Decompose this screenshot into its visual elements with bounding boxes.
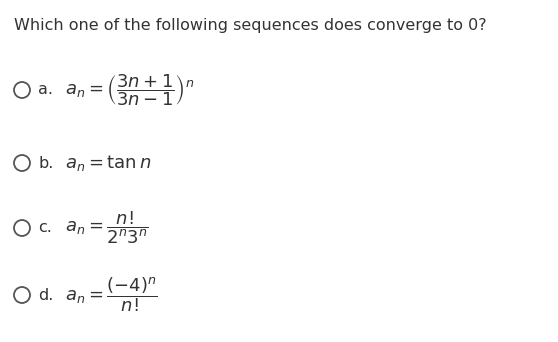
Text: $a_n = \left(\dfrac{3n+1}{3n-1}\right)^n$: $a_n = \left(\dfrac{3n+1}{3n-1}\right)^n… [65,72,194,108]
Text: $a_n =\tan n$: $a_n =\tan n$ [65,153,151,173]
Text: $a_n =\dfrac{n!}{2^n 3^n}$: $a_n =\dfrac{n!}{2^n 3^n}$ [65,210,149,246]
Text: a.: a. [38,82,53,97]
Text: Which one of the following sequences does converge to 0?: Which one of the following sequences doe… [14,18,487,33]
Text: $a_n = \dfrac{(-4)^n}{n!}$: $a_n = \dfrac{(-4)^n}{n!}$ [65,276,158,314]
Text: b.: b. [38,156,54,171]
Text: d.: d. [38,288,54,303]
Text: c.: c. [38,221,52,236]
